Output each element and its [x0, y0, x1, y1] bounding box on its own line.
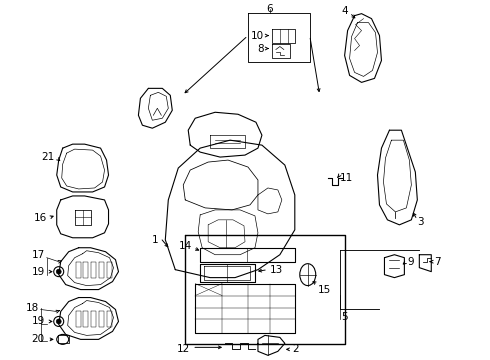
Text: 15: 15	[318, 284, 331, 294]
Circle shape	[56, 319, 61, 324]
Text: 6: 6	[267, 4, 273, 14]
Text: 4: 4	[341, 6, 347, 15]
Text: 10: 10	[251, 31, 264, 41]
Text: 18: 18	[25, 302, 39, 312]
Text: 7: 7	[434, 257, 441, 267]
Text: 14: 14	[179, 241, 192, 251]
Text: 9: 9	[407, 257, 414, 267]
Text: 3: 3	[417, 217, 424, 227]
Text: 19: 19	[31, 316, 45, 327]
Text: 2: 2	[292, 345, 298, 354]
Text: 1: 1	[152, 235, 158, 245]
Text: 17: 17	[31, 250, 45, 260]
Text: 20: 20	[32, 334, 45, 345]
Text: 21: 21	[42, 152, 55, 162]
Text: 5: 5	[342, 312, 348, 323]
Text: 19: 19	[31, 267, 45, 276]
Text: 16: 16	[33, 213, 47, 223]
Text: 13: 13	[270, 265, 283, 275]
Text: 8: 8	[257, 44, 264, 54]
Circle shape	[56, 269, 61, 274]
Text: 11: 11	[340, 173, 353, 183]
Text: 12: 12	[177, 345, 190, 354]
